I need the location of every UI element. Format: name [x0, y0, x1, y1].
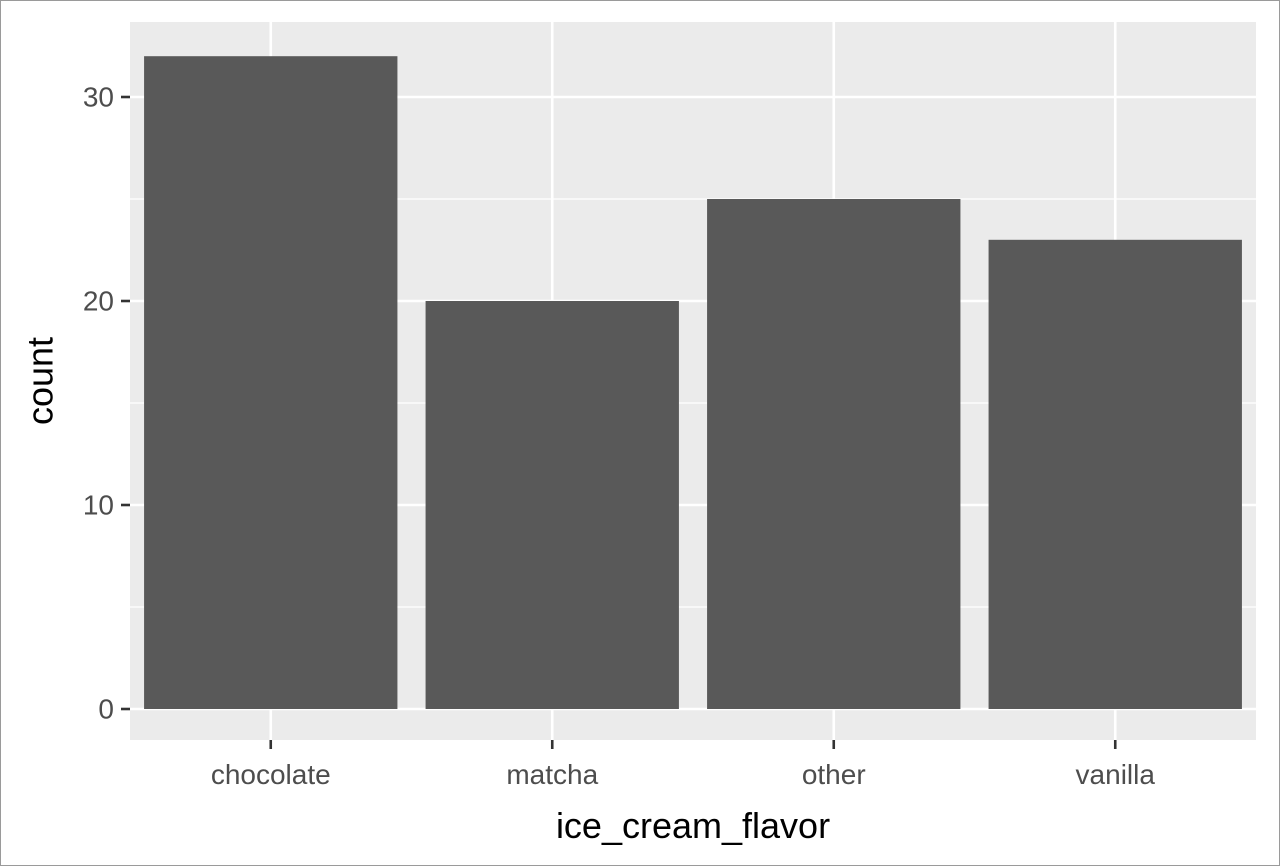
x-tick-label: vanilla: [1076, 759, 1156, 790]
bar-matcha: [425, 301, 679, 709]
y-tick-label: 30: [83, 82, 114, 113]
y-tick-label: 10: [83, 490, 114, 521]
y-tick-label: 0: [98, 694, 114, 725]
y-axis: 0 10 20 30: [83, 82, 130, 725]
bar-other: [707, 199, 961, 709]
x-axis: chocolate matcha other vanilla: [211, 740, 1156, 790]
x-axis-title: ice_cream_flavor: [556, 805, 830, 846]
bar-chocolate: [144, 56, 398, 709]
x-tick-label: chocolate: [211, 759, 331, 790]
x-tick-label: other: [802, 759, 866, 790]
bars: [144, 56, 1242, 710]
y-tick-label: 20: [83, 286, 114, 317]
bar-vanilla: [988, 239, 1242, 710]
y-axis-title: count: [20, 337, 61, 425]
x-tick-label: matcha: [506, 759, 598, 790]
